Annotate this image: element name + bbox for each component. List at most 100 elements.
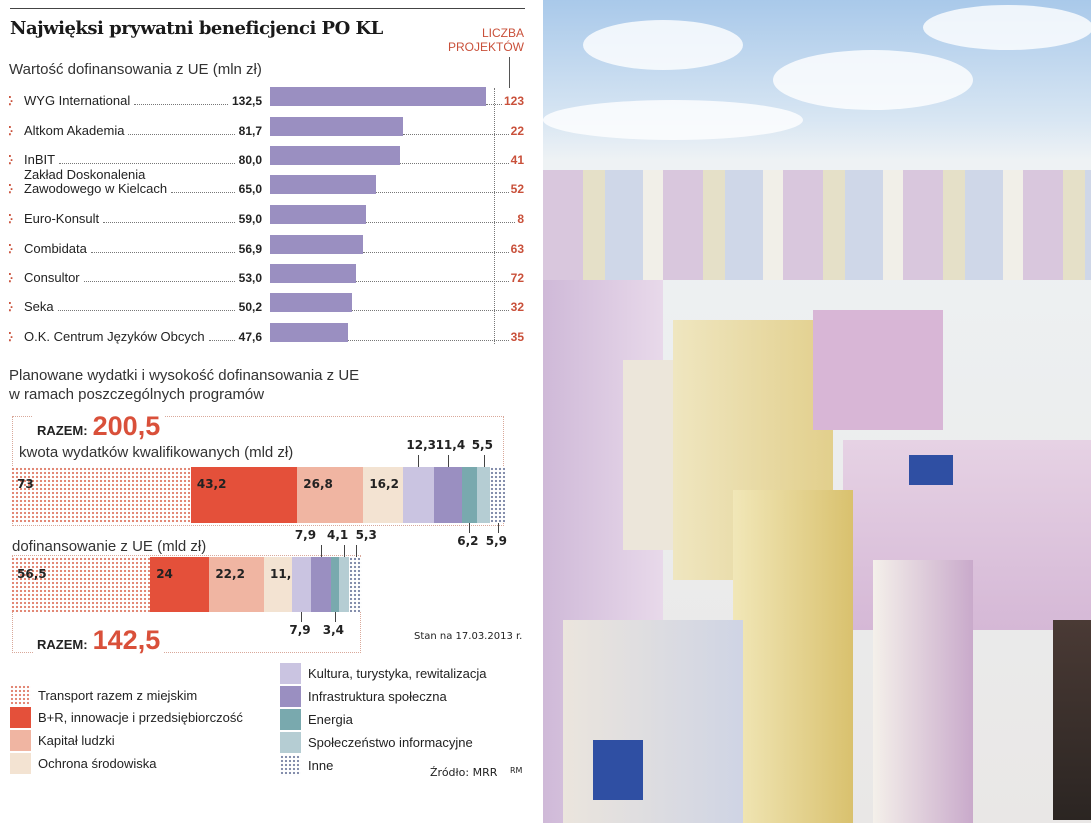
total-1: RAZEM: 200,5 [33, 411, 165, 442]
dotted-leader [486, 104, 502, 105]
leader-line [355, 545, 357, 557]
segment-7 [461, 467, 477, 523]
segment-9 [349, 557, 363, 612]
dotted-leader [84, 281, 235, 282]
bar [270, 146, 401, 165]
leader-line [301, 612, 303, 622]
segment-3 [297, 467, 364, 523]
segment-label: 5,5 [471, 438, 493, 452]
dotted-leader [375, 192, 509, 193]
dotted-leader [91, 252, 235, 253]
beneficiary-name: Consultor [24, 270, 80, 285]
project-count: 8 [517, 212, 524, 226]
dotted-leader [103, 222, 235, 223]
segment-label: 4,1 [326, 528, 349, 542]
legend-swatch [10, 730, 31, 751]
legend-swatch [10, 753, 31, 774]
legend-label: Inne [308, 758, 334, 773]
bar [270, 264, 357, 283]
beneficiary-row: ⁚· WYG International 132,5 123 [8, 84, 528, 110]
count-header-line: PROJEKTÓW [447, 40, 524, 54]
legend-label: Ochrona środowiska [38, 756, 157, 771]
segment-7 [330, 557, 339, 612]
bullet-icon: ⁚· [8, 124, 14, 138]
total-value: 200,5 [92, 411, 161, 441]
beneficiary-name: Combidata [24, 241, 87, 256]
top-rule [10, 8, 525, 9]
segment-label: 6,2 [457, 534, 479, 548]
segment-label: 5,3 [355, 528, 377, 542]
project-count: 41 [510, 153, 524, 167]
value-label: 53,0 [238, 271, 262, 285]
dotted-leader [400, 163, 509, 164]
segment-label: 16,2 [369, 477, 399, 491]
segment-label: 73 [17, 477, 34, 491]
legend-label: Energia [308, 712, 353, 727]
value-label: 56,9 [238, 242, 262, 256]
legend-label: Kapitał ludzki [38, 733, 115, 748]
total-label: RAZEM: [37, 637, 88, 652]
segment-6 [433, 467, 462, 523]
beneficiary-name: O.K. Centrum Języków Obcych [24, 329, 205, 344]
bullet-icon: ⁚· [8, 300, 14, 314]
dotted-leader [171, 192, 235, 193]
legend-swatch [10, 707, 31, 728]
legend-label: Transport razem z miejskim [38, 688, 198, 703]
date-note: Stan na 17.03.2013 r. [414, 631, 523, 642]
infographic-title: Najwięksi prywatni beneficjenci PO KL [10, 18, 383, 39]
bar [270, 87, 486, 106]
leader-line [483, 455, 485, 467]
series-2-label: dofinansowanie z UE (mld zł) [12, 538, 207, 555]
beneficiary-row: ⁚· Euro-Konsult 59,0 8 [8, 202, 528, 228]
legend-swatch [10, 685, 31, 706]
beneficiary-row: ⁚· Altkom Akademia 81,7 22 [8, 114, 528, 140]
series-1-label: kwota wydatków kwalifikowanych (mld zł) [19, 444, 294, 461]
beneficiary-name: Seka [24, 299, 54, 314]
dotted-leader [362, 252, 509, 253]
legend-label: Społeczeństwo informacyjne [308, 735, 473, 750]
beneficiary-name: Altkom Akademia [24, 123, 125, 138]
segment-5 [291, 557, 312, 612]
source: Źródło: MRR [430, 766, 498, 779]
total-value: 142,5 [92, 625, 161, 655]
legend-label: Kultura, turystyka, rewitalizacja [308, 666, 487, 681]
segment-label: 26,8 [303, 477, 333, 491]
total-label: RAZEM: [37, 423, 88, 438]
segment-label: 11,4 [435, 438, 466, 452]
segment-label: 12,3 [406, 438, 436, 452]
beneficiary-row: ⁚· Seka 50,2 32 [8, 290, 528, 316]
count-header: LICZBA PROJEKTÓW [448, 26, 524, 54]
legend-swatch [280, 663, 301, 684]
count-header-line: LICZBA [481, 26, 524, 40]
bullet-icon: ⁚· [8, 330, 14, 344]
dotted-leader [356, 281, 509, 282]
dotted-leader [59, 163, 235, 164]
bar [270, 323, 348, 342]
euro-banknote-maze-photo [543, 0, 1091, 823]
chart2-title: Planowane wydatki i wysokość dofinansowa… [9, 366, 359, 404]
segment-1 [11, 557, 151, 612]
leader-line [497, 523, 499, 533]
leader-line [320, 545, 322, 557]
segment-9 [490, 467, 505, 523]
value-label: 80,0 [238, 153, 262, 167]
dotted-leader [134, 104, 228, 105]
segment-6 [311, 557, 331, 612]
legend-swatch [280, 732, 301, 753]
dotted-leader [58, 310, 235, 311]
dotted-leader [351, 310, 509, 311]
segment-1 [11, 467, 191, 523]
legend-swatch [280, 686, 301, 707]
leader-line [334, 612, 336, 622]
chart1-subtitle: Wartość dofinansowania z UE (mln zł) [9, 61, 262, 78]
project-count: 32 [510, 300, 524, 314]
segment-label: 24 [156, 567, 173, 581]
leader-line [447, 455, 449, 467]
bullet-icon: ⁚· [8, 153, 14, 167]
beneficiary-row: ⁚· O.K. Centrum Języków Obcych 47,6 35 [8, 320, 528, 346]
segment-2 [150, 557, 210, 612]
beneficiary-name: InBIT [24, 152, 56, 167]
chart2-title-line: Planowane wydatki i wysokość dofinansowa… [9, 367, 360, 384]
segment-8 [476, 467, 491, 523]
project-count: 35 [510, 330, 524, 344]
